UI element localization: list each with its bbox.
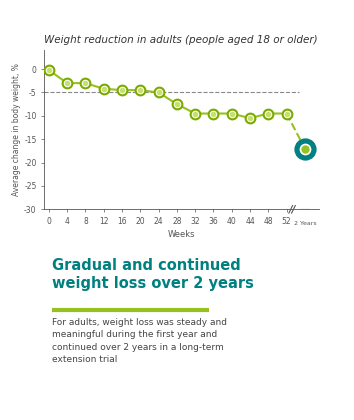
Text: 2 Years: 2 Years (293, 221, 316, 226)
Text: Gradual and continued
weight loss over 2 years: Gradual and continued weight loss over 2… (52, 257, 255, 291)
Text: Weight reduction in adults (people aged 18 or older): Weight reduction in adults (people aged … (44, 35, 318, 45)
Text: For adults, weight loss was steady and
meaningful during the first year and
cont: For adults, weight loss was steady and m… (52, 318, 228, 364)
Y-axis label: Average change in body weight, %: Average change in body weight, % (12, 63, 21, 196)
X-axis label: Weeks: Weeks (168, 230, 195, 239)
